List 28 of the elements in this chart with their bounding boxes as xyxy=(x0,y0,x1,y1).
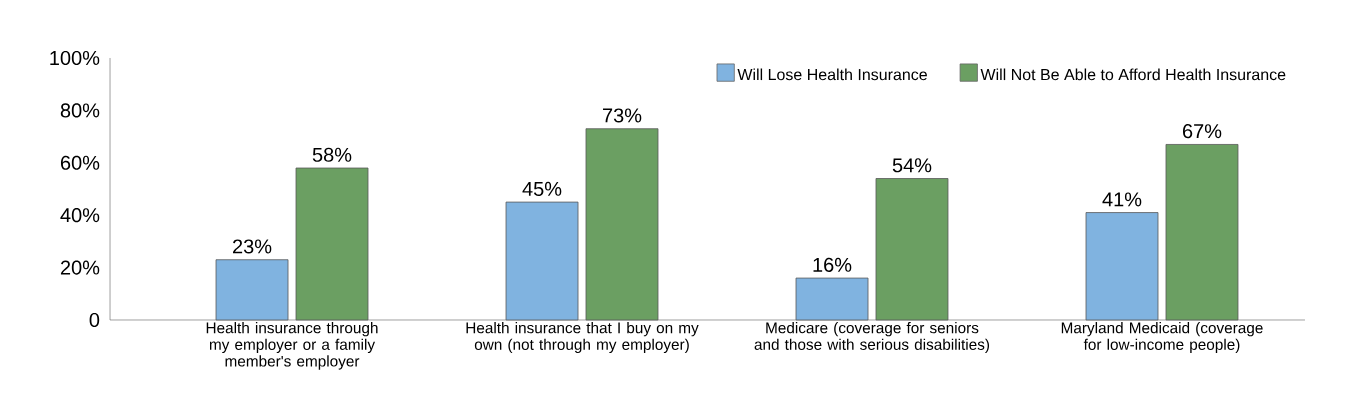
data-label: 41% xyxy=(1102,192,1142,207)
x-tick-label: Health insurance that I buy on my own (not through my employer) xyxy=(466,322,699,353)
data-label: 67% xyxy=(1183,124,1222,139)
x-tick-label: Health insurance through my employer or a family member's employer xyxy=(206,322,378,370)
x-tick-label: Maryland Medicaid (coverage for low-income people) xyxy=(1061,322,1263,353)
data-label: 23% xyxy=(233,239,272,254)
bar xyxy=(1085,212,1159,321)
y-tick-label: 20% xyxy=(60,260,100,275)
data-label: 45% xyxy=(522,181,562,196)
bar xyxy=(585,128,659,321)
data-label: 54% xyxy=(892,158,932,173)
y-tick-label: 60% xyxy=(60,155,100,170)
y-tick-label: 0 xyxy=(89,312,100,328)
bar xyxy=(1165,144,1239,321)
legend-label: Will Lose Health Insurance xyxy=(737,68,927,81)
data-label: 16% xyxy=(813,257,852,272)
data-label: 58% xyxy=(312,147,352,162)
legend-label: Will Not Be Able to Afford Health Insurance xyxy=(980,68,1286,81)
x-tick-label: Medicare (coverage for seniors and those with serious disabilities) xyxy=(754,322,990,353)
bar xyxy=(215,259,289,321)
bar xyxy=(505,201,579,321)
bar xyxy=(875,178,949,321)
data-label: 73% xyxy=(603,108,642,123)
bar xyxy=(795,277,869,321)
y-tick-label: 100% xyxy=(50,50,100,66)
bar xyxy=(295,167,369,321)
y-tick-label: 40% xyxy=(60,208,100,223)
y-tick-label: 80% xyxy=(60,103,100,118)
